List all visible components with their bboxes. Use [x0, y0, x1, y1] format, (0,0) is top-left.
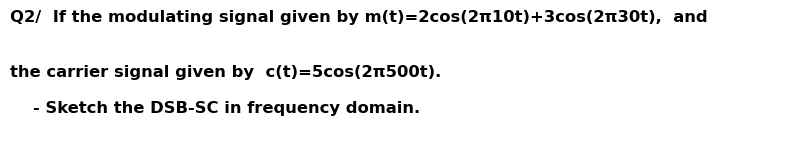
Text: - Sketch the DSB-SC in frequency domain.: - Sketch the DSB-SC in frequency domain. [10, 101, 421, 116]
Text: Q2/  If the modulating signal given by m(t)=2cos(2π10t)+3cos(2π30t),  and: Q2/ If the modulating signal given by m(… [10, 10, 708, 25]
Text: the carrier signal given by  c(t)=5cos(2π500t).: the carrier signal given by c(t)=5cos(2π… [10, 65, 442, 80]
